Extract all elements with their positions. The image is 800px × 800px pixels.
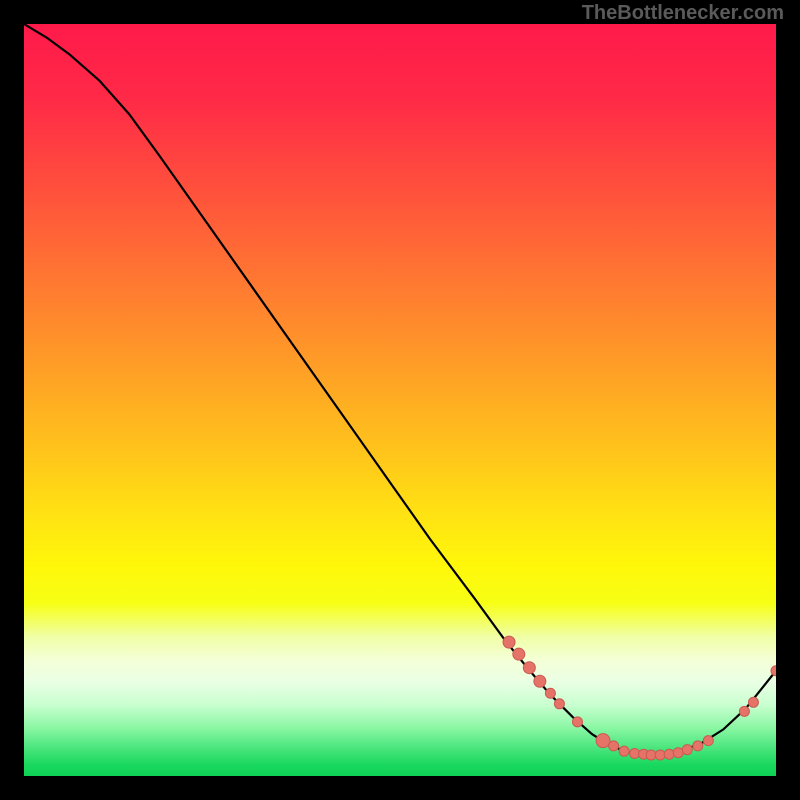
gradient-background: [24, 24, 776, 776]
marker-point: [664, 749, 674, 759]
marker-point: [619, 746, 629, 756]
marker-point: [655, 750, 665, 760]
marker-point: [523, 662, 535, 674]
marker-point: [739, 706, 749, 716]
marker-point: [596, 734, 610, 748]
marker-point: [630, 748, 640, 758]
marker-point: [572, 717, 582, 727]
marker-point: [693, 741, 703, 751]
marker-point: [703, 736, 713, 746]
marker-point: [609, 741, 619, 751]
chart-container: TheBottlenecker.com: [0, 0, 800, 800]
marker-point: [748, 697, 758, 707]
marker-point: [554, 699, 564, 709]
watermark-text: TheBottlenecker.com: [582, 2, 784, 25]
marker-point: [503, 636, 515, 648]
marker-point: [513, 648, 525, 660]
marker-point: [673, 748, 683, 758]
plot-area: [24, 24, 776, 776]
plot-svg: [24, 24, 776, 776]
marker-point: [646, 750, 656, 760]
marker-point: [682, 745, 692, 755]
marker-point: [545, 688, 555, 698]
marker-point: [534, 675, 546, 687]
